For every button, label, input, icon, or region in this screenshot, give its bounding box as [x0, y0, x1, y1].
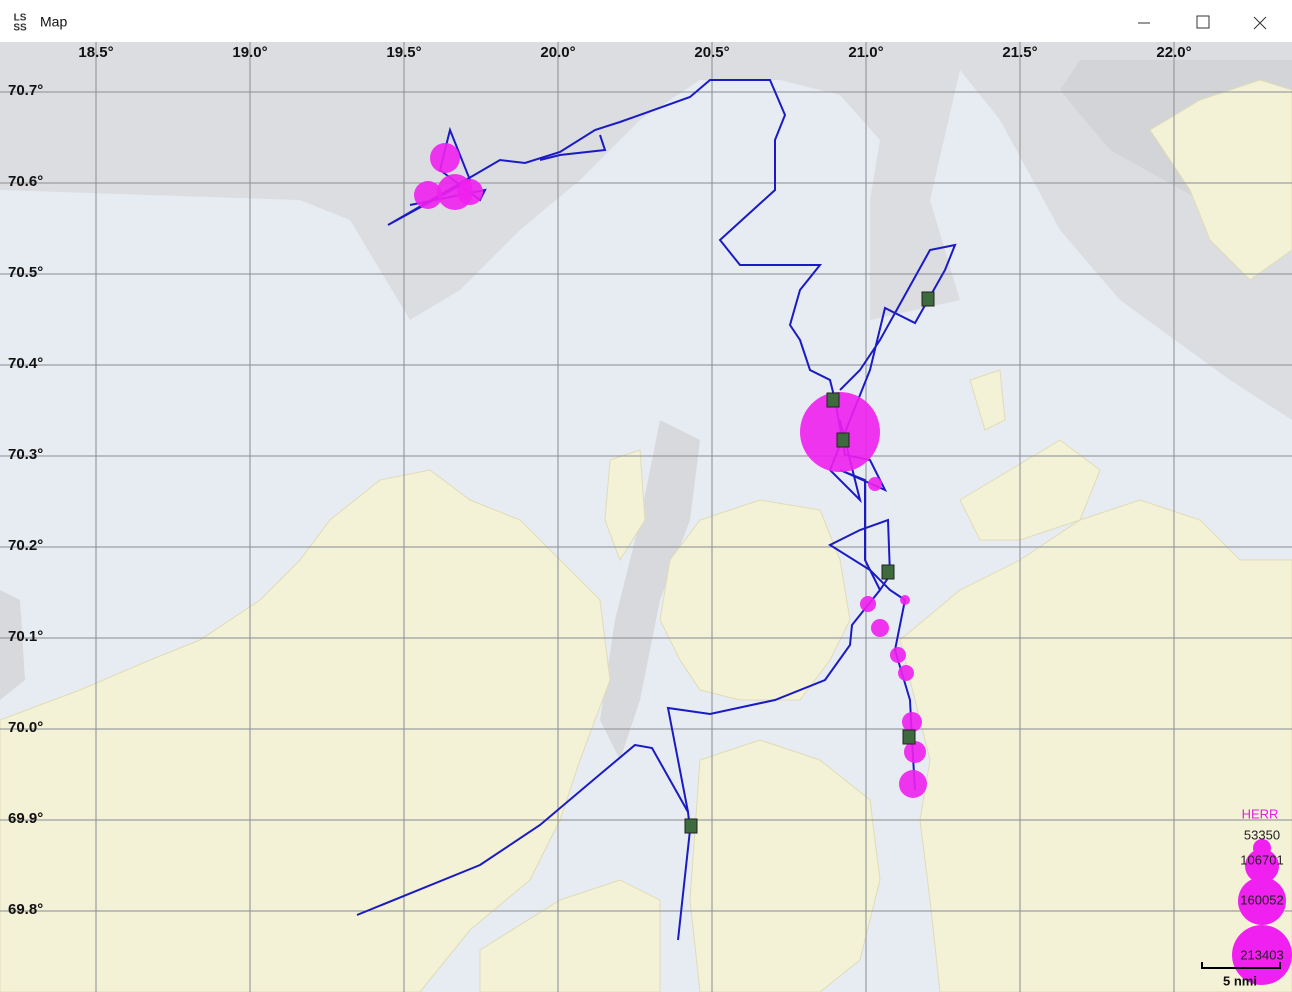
legend-bubble: [1245, 849, 1279, 883]
latitude-label: 70.0°: [8, 719, 43, 736]
catch-bubble: [898, 665, 914, 681]
scale-label: 5 nmi: [1223, 973, 1257, 988]
track-segment: [539, 134, 607, 161]
close-button[interactable]: [1238, 8, 1282, 38]
catch-bubble: [900, 595, 910, 605]
station-marker[interactable]: [881, 564, 895, 580]
map[interactable]: 18.5° 19.0° 19.5° 20.0° 20.5° 21.0° 21.5° 22.0°…: [0, 42, 1292, 992]
latitude-label: 70.7°: [8, 82, 43, 99]
title-bar: [0, 0, 1292, 42]
catch-bubble: [902, 712, 922, 732]
legend-title: HERR: [1242, 806, 1279, 821]
longitude-label: 22.0°: [1156, 44, 1191, 61]
graticule: 18.5° 19.0° 19.5° 20.0° 20.5° 21.0° 21.5° 22.0°…: [0, 42, 1292, 992]
app-logo: LS: [14, 13, 27, 24]
window-title: Map: [40, 14, 67, 30]
station-marker[interactable]: [902, 729, 916, 745]
latitude-label: 70.2°: [8, 537, 43, 554]
stations: [684, 291, 935, 834]
latitude-label: 70.6°: [8, 173, 43, 190]
latitude-label: 69.8°: [8, 901, 43, 918]
latitude-label: 69.9°: [8, 810, 43, 827]
legend-bubble: [1232, 925, 1292, 985]
legend-value: 106701: [1240, 852, 1283, 867]
track-segment: [356, 743, 692, 941]
station-marker[interactable]: [836, 432, 850, 448]
catch-bubble: [414, 181, 442, 209]
minimize-button[interactable]: [1120, 8, 1164, 38]
latitude-label: 70.1°: [8, 628, 43, 645]
legend: HERR 53350 106701 160052 213403: [1232, 806, 1292, 985]
catch-bubble: [899, 770, 927, 798]
catch-bubble: [868, 477, 882, 491]
longitude-label: 19.0°: [232, 44, 267, 61]
legend-value: 53350: [1244, 827, 1280, 842]
maximize-button[interactable]: [1180, 8, 1224, 38]
catch-bubble: [871, 619, 889, 637]
track-segment: [666, 518, 916, 813]
legend-value: 213403: [1240, 947, 1283, 962]
deep-water: [0, 590, 25, 700]
longitude-label: 20.5°: [694, 44, 729, 61]
catch-bubble: [860, 596, 876, 612]
catch-bubble: [430, 143, 460, 173]
longitude-label: 18.5°: [78, 44, 113, 61]
catch-bubbles: [414, 143, 927, 798]
latitude-label: 70.5°: [8, 264, 43, 281]
catch-bubble: [800, 392, 880, 472]
latitude-label: 70.3°: [8, 446, 43, 463]
app-logo: SS: [13, 23, 27, 34]
legend-value: 160052: [1240, 892, 1283, 907]
latitude-label: 70.4°: [8, 355, 43, 372]
station-marker[interactable]: [826, 392, 840, 408]
longitude-label: 20.0°: [540, 44, 575, 61]
land: [0, 79, 1292, 992]
longitude-label: 19.5°: [386, 44, 421, 61]
deep-water: [600, 420, 700, 760]
longitude-label: 21.0°: [848, 44, 883, 61]
longitude-label: 21.5°: [1002, 44, 1037, 61]
catch-bubble: [904, 741, 926, 763]
scale-bar: 5 nmi: [1201, 962, 1281, 988]
catch-bubble: [457, 179, 483, 205]
legend-bubble: [1238, 877, 1286, 925]
catch-bubble: [890, 647, 906, 663]
station-marker[interactable]: [921, 291, 935, 307]
station-marker[interactable]: [684, 818, 698, 834]
deep-water: [0, 42, 1292, 420]
